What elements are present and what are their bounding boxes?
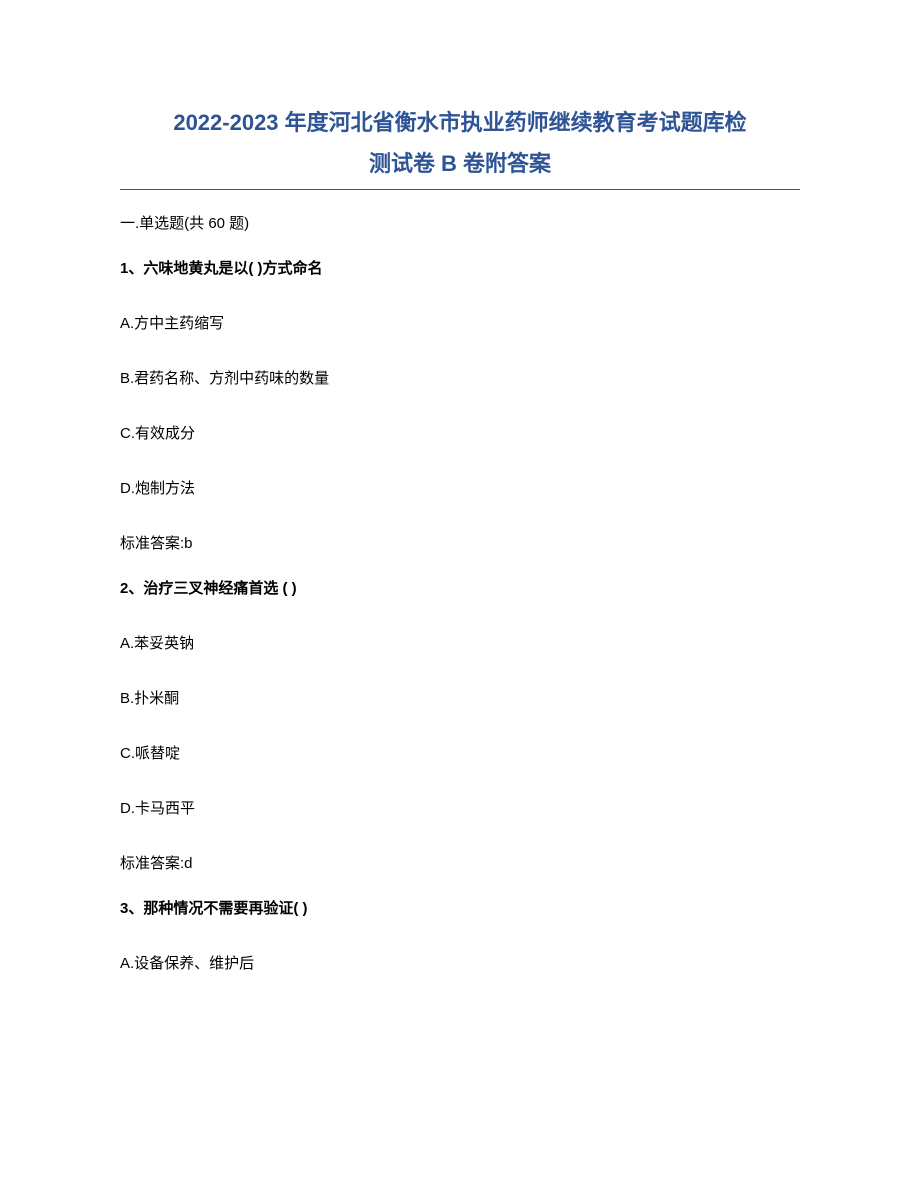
title-divider — [120, 189, 800, 190]
doc-title-line1: 2022-2023 年度河北省衡水市执业药师继续教育考试题库检 — [120, 105, 800, 140]
question-1-option-c: C.有效成分 — [120, 422, 800, 443]
question-2-option-c: C.哌替啶 — [120, 742, 800, 763]
question-3-option-a: A.设备保养、维护后 — [120, 952, 800, 973]
question-2-option-b: B.扑米酮 — [120, 687, 800, 708]
question-1-option-a: A.方中主药缩写 — [120, 312, 800, 333]
question-2-option-a: A.苯妥英钠 — [120, 632, 800, 653]
question-1-answer: 标准答案:b — [120, 532, 800, 553]
question-3-prompt: 3、那种情况不需要再验证( ) — [120, 897, 800, 918]
question-2-option-d: D.卡马西平 — [120, 797, 800, 818]
section-header: 一.单选题(共 60 题) — [120, 212, 800, 233]
question-1-option-b: B.君药名称、方剂中药味的数量 — [120, 367, 800, 388]
question-1-option-d: D.炮制方法 — [120, 477, 800, 498]
question-1-prompt: 1、六味地黄丸是以( )方式命名 — [120, 257, 800, 278]
question-2-answer: 标准答案:d — [120, 852, 800, 873]
question-2-prompt: 2、治疗三叉神经痛首选 ( ) — [120, 577, 800, 598]
doc-title-line2: 测试卷 B 卷附答案 — [120, 146, 800, 181]
